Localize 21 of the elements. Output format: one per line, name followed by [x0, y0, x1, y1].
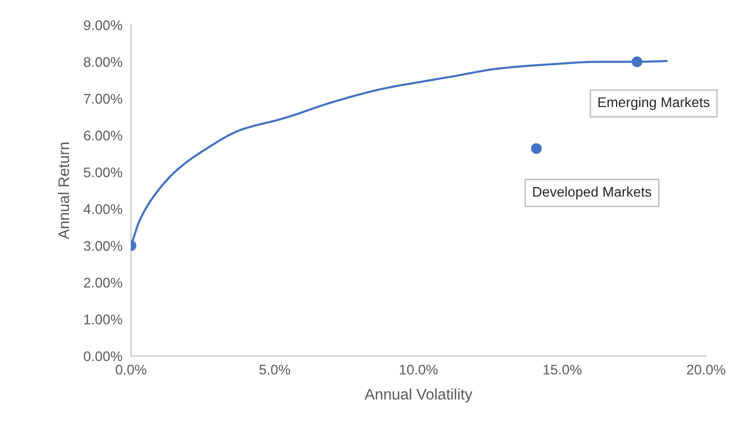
y-tick-label: 6.00% — [84, 130, 122, 141]
y-tick-label: 1.00% — [84, 314, 122, 324]
x-tick-label: 5.0% — [259, 364, 290, 375]
x-tick-label: 20.0% — [687, 364, 726, 375]
x-tick-label: 15.0% — [544, 364, 582, 375]
y-tick-label: 3.00% — [84, 241, 122, 251]
point — [632, 56, 642, 68]
y-tick-label: 8.00% — [84, 57, 122, 67]
y-tick-label: 2.00% — [84, 278, 122, 288]
x-axis-title: Annual Volatility — [364, 388, 472, 403]
point — [531, 143, 542, 154]
y-axis-title: Annual Return — [58, 142, 70, 240]
x-tick-label: 10.0% — [400, 364, 438, 375]
y-tick-label: 4.00% — [84, 204, 122, 214]
x-tick-label: 0.0% — [116, 364, 146, 375]
annotation: Developed Markets — [533, 186, 652, 200]
y-tick-label: 5.00% — [84, 167, 122, 178]
y-tick-label: 7.00% — [84, 94, 122, 104]
y-tick-label: 0.00% — [84, 351, 122, 362]
y-tick-label: 9.00% — [84, 20, 122, 30]
annotation: Emerging Markets — [598, 96, 710, 110]
